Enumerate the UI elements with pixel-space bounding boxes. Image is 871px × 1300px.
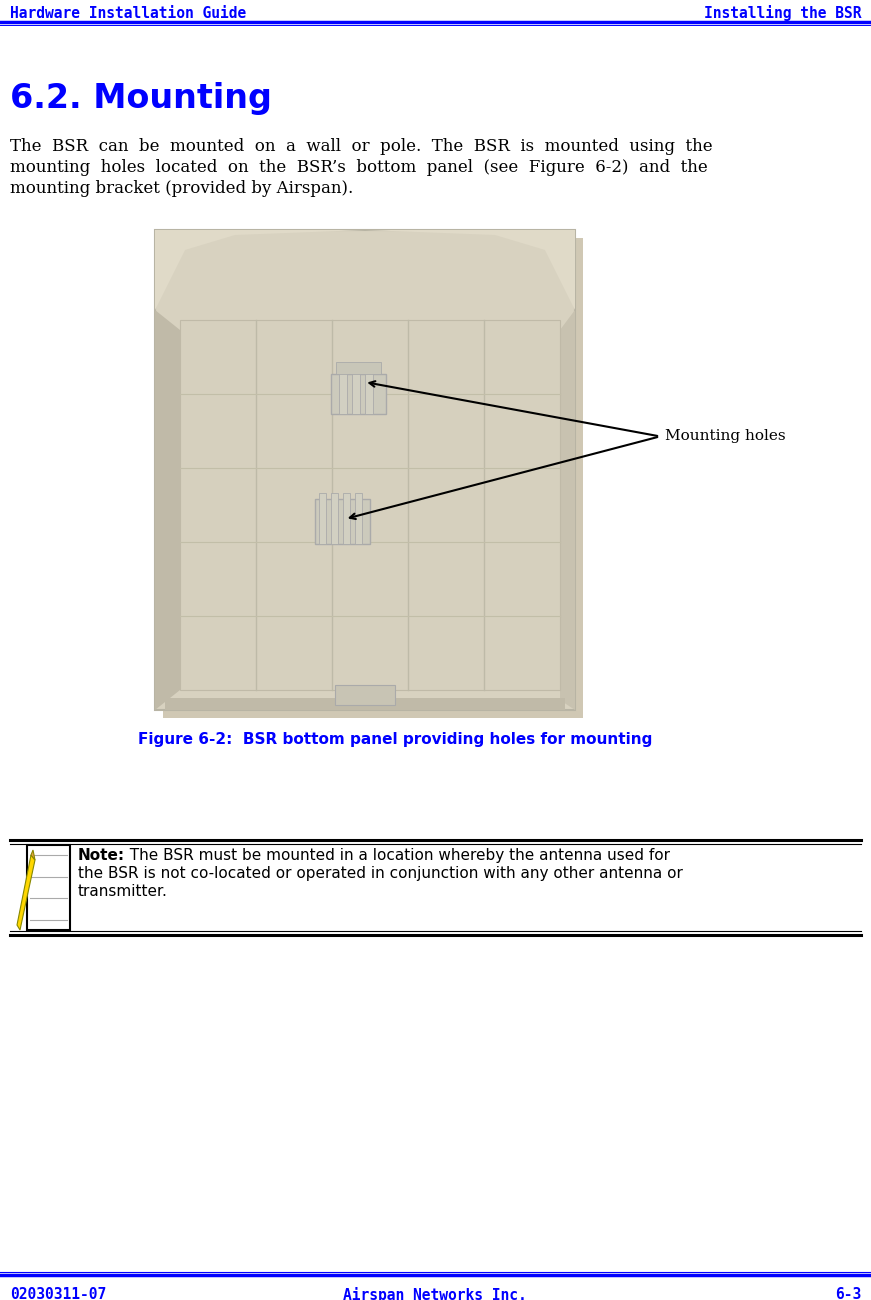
Bar	[353, 367, 361, 413]
Bar	[366, 367, 374, 413]
Bar	[27, 845, 70, 929]
Polygon shape	[155, 309, 180, 710]
Text: Airspan Networks Inc.: Airspan Networks Inc.	[343, 1287, 527, 1300]
Text: The  BSR  can  be  mounted  on  a  wall  or  pole.  The  BSR  is  mounted  using: The BSR can be mounted on a wall or pole…	[10, 138, 712, 155]
Text: Figure 6-2:  BSR bottom panel providing holes for mounting: Figure 6-2: BSR bottom panel providing h…	[138, 732, 652, 748]
Bar	[155, 230, 575, 710]
Text: the BSR is not co-located or operated in conjunction with any other antenna or: the BSR is not co-located or operated in…	[78, 866, 683, 881]
Bar	[180, 320, 560, 690]
Bar	[319, 493, 326, 543]
Polygon shape	[163, 238, 583, 718]
Polygon shape	[31, 850, 35, 861]
Bar	[336, 361, 381, 374]
Bar	[165, 698, 565, 710]
Text: Hardware Installation Guide: Hardware Installation Guide	[10, 5, 246, 21]
Polygon shape	[17, 855, 35, 930]
Text: The BSR must be mounted in a location whereby the antenna used for: The BSR must be mounted in a location wh…	[120, 848, 670, 863]
Text: Mounting holes: Mounting holes	[665, 429, 786, 443]
Text: 02030311-07: 02030311-07	[10, 1287, 106, 1300]
Bar	[354, 493, 361, 543]
Text: mounting  holes  located  on  the  BSR’s  bottom  panel  (see  Figure  6-2)  and: mounting holes located on the BSR’s bott…	[10, 159, 708, 176]
Bar	[340, 367, 348, 413]
Text: mounting bracket (provided by Airspan).: mounting bracket (provided by Airspan).	[10, 179, 354, 198]
Bar	[331, 374, 387, 413]
Text: 6-3: 6-3	[834, 1287, 861, 1300]
Bar	[342, 493, 349, 543]
Text: Note:: Note:	[78, 848, 125, 863]
Text: transmitter.: transmitter.	[78, 884, 168, 900]
Polygon shape	[560, 309, 575, 710]
Bar	[331, 493, 338, 543]
Bar	[314, 499, 369, 543]
Bar	[335, 685, 395, 705]
Polygon shape	[155, 230, 575, 309]
Text: Installing the BSR: Installing the BSR	[704, 5, 861, 21]
Text: 6.2. Mounting: 6.2. Mounting	[10, 82, 272, 114]
